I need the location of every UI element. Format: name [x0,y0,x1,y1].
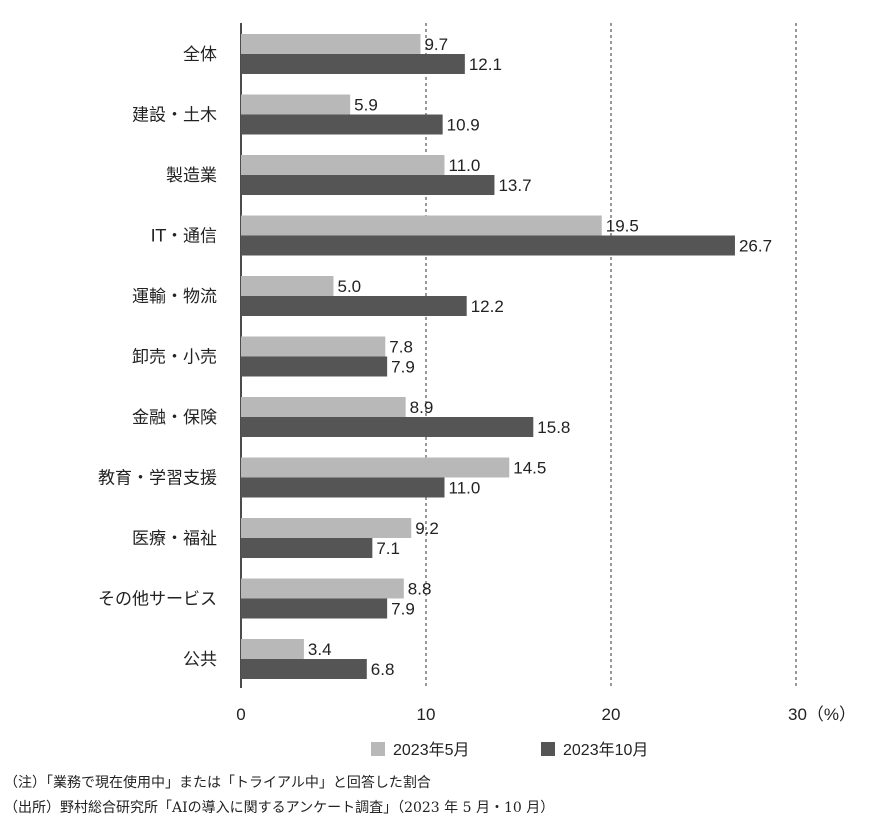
bar-oct-0 [241,54,465,74]
legend: 2023年5月 2023年10月 [371,741,648,759]
bar-oct-1 [241,114,443,135]
bar-oct-9 [241,598,388,619]
bar-may-9 [241,578,404,599]
bar-may-4 [241,276,334,296]
bar-may-6 [241,397,406,417]
x-tick-label-0: 0 [236,705,245,724]
category-label-2: 製造業 [166,166,217,186]
value-label-may-7: 14.5 [513,459,546,478]
bar-may-7 [241,457,510,478]
category-label-1: 建設・土木 [132,106,217,126]
value-label-may-9: 8.8 [408,580,432,599]
value-label-oct-5: 7.9 [391,358,415,377]
bar-may-3 [241,215,602,236]
bar-may-0 [241,34,421,54]
value-label-oct-3: 26.7 [739,237,772,256]
value-label-may-10: 3.4 [308,640,332,659]
legend-swatch-may [371,742,385,756]
bar-oct-5 [241,356,388,377]
value-label-oct-8: 7.1 [376,539,400,558]
value-label-oct-6: 15.8 [537,418,570,437]
category-label-5: 卸売・小売 [132,348,217,368]
category-label-6: 金融・保険 [132,408,217,428]
bar-may-5 [241,336,386,357]
chart-notes: （注）「業務で現在使用中」または「トライアル中」と回答した割合 （出所）野村総合… [4,771,864,821]
category-label-10: 公共 [183,650,217,670]
bar-oct-3 [241,235,735,256]
value-label-oct-2: 13.7 [498,176,531,195]
value-label-may-2: 11.0 [449,156,481,175]
category-label-3: IT・通信 [151,227,217,247]
category-label-8: 医療・福祉 [132,529,217,549]
x-axis-ticks: 0 10 20 30（%） [236,705,856,724]
value-label-may-5: 7.8 [389,338,413,357]
category-label-7: 教育・学習支援 [98,469,217,489]
value-label-may-6: 8.9 [410,398,434,417]
value-label-may-8: 9.2 [415,519,439,538]
x-tick-label-20: 20 [602,705,621,724]
x-tick-label-10: 10 [417,705,436,724]
legend-label-oct: 2023年10月 [563,741,648,759]
legend-swatch-oct [541,742,555,756]
legend-label-may: 2023年5月 [393,741,470,759]
category-label-0: 全体 [183,45,217,65]
category-label-4: 運輸・物流 [132,287,217,307]
x-tick-label-30: 30（%） [788,705,856,724]
value-label-oct-7: 11.0 [449,479,481,498]
bar-may-2 [241,155,445,175]
category-label-9: その他サービス [98,590,217,610]
bar-oct-4 [241,296,467,316]
bar-oct-8 [241,538,373,558]
value-labels: 9.7 12.1 5.9 10.9 11.0 13.7 19.5 26.7 5.0 12.2 7.8… [308,35,772,679]
note-text: （注）「業務で現在使用中」または「トライアル中」と回答した割合 [4,775,431,791]
value-label-oct-10: 6.8 [371,660,395,679]
bar-oct-7 [241,477,445,498]
value-label-oct-1: 10.9 [447,116,480,135]
bar-oct-10 [241,659,367,679]
bar-may-8 [241,518,412,538]
bar-oct-6 [241,417,534,437]
source-text: （出所）野村総合研究所「AIの導入に関するアンケート調査」（2023 年 5 月… [4,800,555,816]
bar-oct-2 [241,175,495,195]
bars [241,34,735,679]
value-label-may-1: 5.9 [354,96,378,115]
bar-may-1 [241,94,351,115]
value-label-may-3: 19.5 [606,217,639,236]
bar-may-10 [241,639,304,659]
value-label-may-4: 5.0 [338,277,362,296]
value-label-oct-9: 7.9 [391,600,415,619]
value-label-oct-4: 12.2 [471,297,504,316]
value-label-oct-0: 12.1 [469,55,502,74]
value-label-may-0: 9.7 [424,35,448,54]
